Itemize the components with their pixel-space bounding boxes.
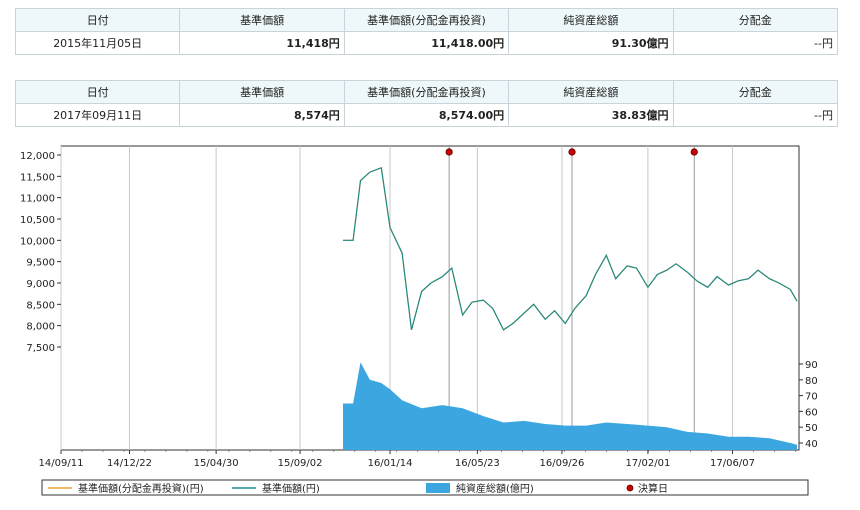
- settlement-dot: [690, 148, 698, 156]
- header-nav: 基準価額: [179, 80, 345, 104]
- settlement-dot: [445, 148, 453, 156]
- cell-date: 2015年11月05日: [14, 31, 181, 55]
- cell-distribution: --円: [672, 31, 839, 55]
- y-right-tick-label: 80: [805, 376, 818, 387]
- cell-nav-reinvested: 8,574.00円: [343, 103, 510, 127]
- y-right-tick-label: 50: [805, 423, 818, 434]
- x-tick-label: 14/12/22: [107, 458, 152, 469]
- x-tick-label: 17/02/01: [625, 458, 670, 469]
- x-tick-label: 15/04/30: [194, 458, 239, 469]
- y-left-tick-label: 8,500: [26, 300, 55, 311]
- net-assets-area: [343, 362, 797, 450]
- y-left-tick-label: 11,500: [20, 172, 55, 183]
- x-tick-label: 16/05/23: [455, 458, 500, 469]
- y-right-tick-label: 90: [805, 360, 818, 371]
- y-right-tick-label: 60: [805, 407, 818, 418]
- grid: [60, 146, 734, 450]
- y-right-tick-label: 40: [805, 439, 818, 450]
- x-tick-label: 17/06/07: [710, 458, 755, 469]
- header-date: 日付: [14, 8, 181, 32]
- legend-swatch-box: [426, 483, 450, 493]
- x-tick-label: 16/09/26: [539, 458, 584, 469]
- net-assets-series: [343, 362, 797, 450]
- y-left-tick-label: 10,500: [20, 215, 55, 226]
- price-summary-table-latest: 日付 基準価額 基準価額(分配金再投資) 純資産総額 分配金 2015年11月0…: [14, 8, 839, 55]
- plot-area: [60, 145, 800, 451]
- cell-nav: 11,418円: [179, 31, 345, 55]
- x-tick-label: 16/01/14: [368, 458, 413, 469]
- x-tick-label: 15/09/02: [278, 458, 323, 469]
- y-left-tick-label: 11,000: [20, 194, 55, 205]
- cell-net-assets: 38.83億円: [508, 103, 674, 127]
- cell-distribution: --円: [672, 103, 839, 127]
- x-tick-label: 14/09/11: [39, 458, 84, 469]
- header-distribution: 分配金: [672, 8, 839, 32]
- y-left-tick-label: 12,000: [20, 151, 55, 162]
- legend-label: 基準価額(円): [262, 482, 320, 495]
- cell-nav-reinvested: 11,418.00円: [343, 31, 510, 55]
- header-nav-reinvested: 基準価額(分配金再投資): [343, 80, 510, 104]
- header-distribution: 分配金: [672, 80, 839, 104]
- settlement-dot: [568, 148, 576, 156]
- legend-box: [41, 479, 809, 496]
- axes: 14/09/11 14/12/22 15/04/30 15/09/02 16/01/14…: [20, 151, 818, 469]
- cell-nav: 8,574円: [179, 103, 345, 127]
- nav-chart: 14/09/11 14/12/22 15/04/30 15/09/02 16/01/14…: [20, 145, 818, 496]
- legend-swatch-dot: [626, 484, 634, 492]
- y-left-tick-label: 9,500: [26, 258, 55, 269]
- nav-lines: [343, 166, 798, 331]
- y-left-tick-label: 9,000: [26, 279, 55, 290]
- header-net-assets: 純資産総額: [508, 8, 674, 32]
- cell-net-assets: 91.30億円: [508, 31, 674, 55]
- header-nav: 基準価額: [179, 8, 345, 32]
- cell-date: 2017年09月11日: [14, 103, 181, 127]
- header-date: 日付: [14, 80, 181, 104]
- legend: 基準価額(分配金再投資)(円) 基準価額(円) 純資産総額(億円) 決算日: [41, 479, 809, 496]
- legend-label: 基準価額(分配金再投資)(円): [78, 482, 204, 495]
- price-summary-table-current: 日付 基準価額 基準価額(分配金再投資) 純資産総額 分配金 2017年09月1…: [14, 80, 839, 127]
- y-left-tick-label: 10,000: [20, 236, 55, 247]
- y-left-tick-label: 8,000: [26, 322, 55, 333]
- y-left-tick-label: 7,500: [26, 343, 55, 354]
- nav-series: [343, 166, 798, 331]
- y-right-tick-label: 70: [805, 392, 818, 403]
- header-net-assets: 純資産総額: [508, 80, 674, 104]
- settlement-markers: [445, 148, 698, 156]
- legend-label: 純資産総額(億円): [456, 482, 534, 495]
- legend-label: 決算日: [638, 482, 668, 495]
- header-nav-reinvested: 基準価額(分配金再投資): [343, 8, 510, 32]
